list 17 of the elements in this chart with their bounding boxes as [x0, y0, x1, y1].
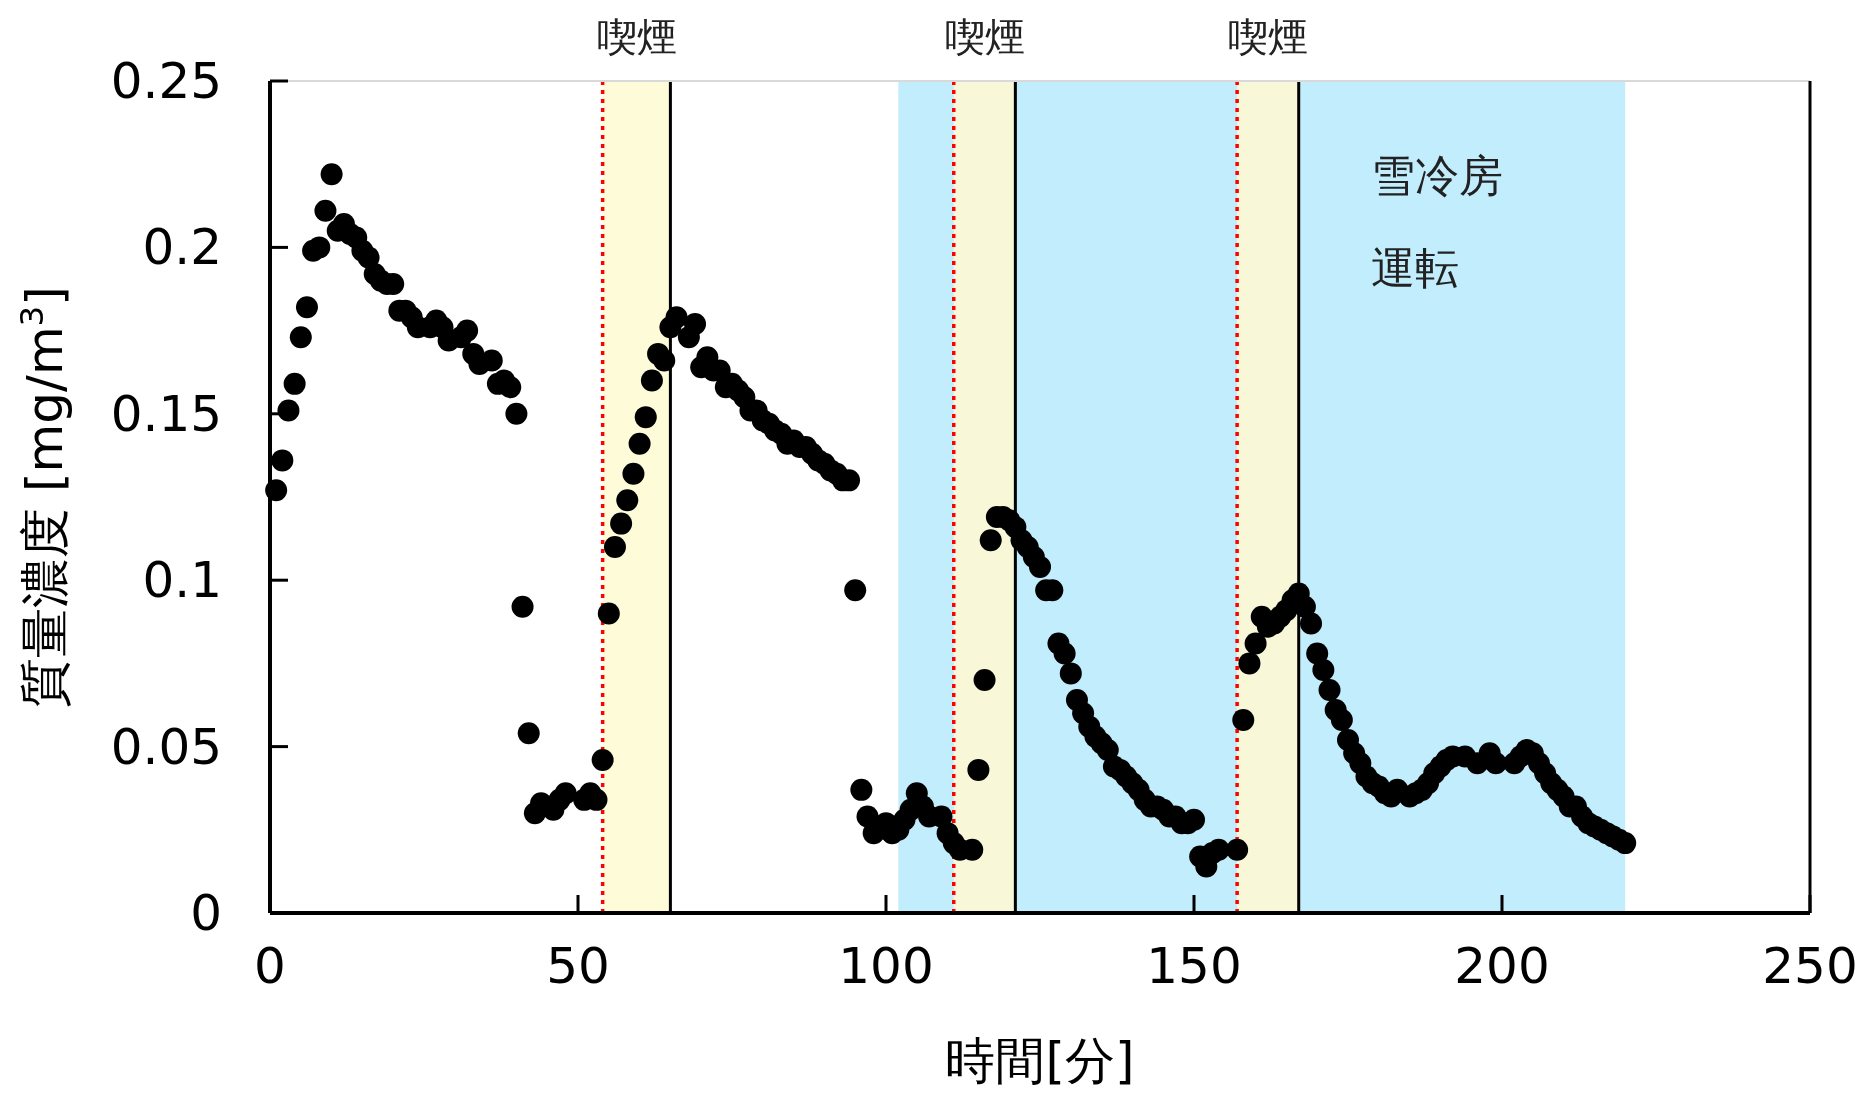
x-tick-label: 100	[838, 937, 934, 995]
x-tick-label: 150	[1146, 937, 1242, 995]
y-tick-label: 0.2	[142, 218, 222, 277]
band-label: 雪冷房運転	[1370, 150, 1503, 293]
y-tick-label: 0.1	[142, 551, 222, 610]
y-tick-label: 0.25	[110, 52, 222, 110]
band-label: 喫煙	[1227, 14, 1308, 60]
x-tick-label: 200	[1454, 937, 1550, 995]
x-tick-label: 250	[1762, 937, 1858, 995]
band-label: 喫煙	[596, 14, 677, 60]
x-tick-label: 0	[254, 937, 286, 995]
x-tick-label: 50	[546, 937, 610, 995]
band-label: 喫煙	[944, 14, 1025, 60]
y-tick-label: 0	[190, 884, 222, 942]
y-tick-label: 0.15	[110, 384, 222, 443]
y-tick-label: 0.05	[110, 717, 222, 776]
x-axis-title: 時間[分]	[945, 1032, 1135, 1090]
